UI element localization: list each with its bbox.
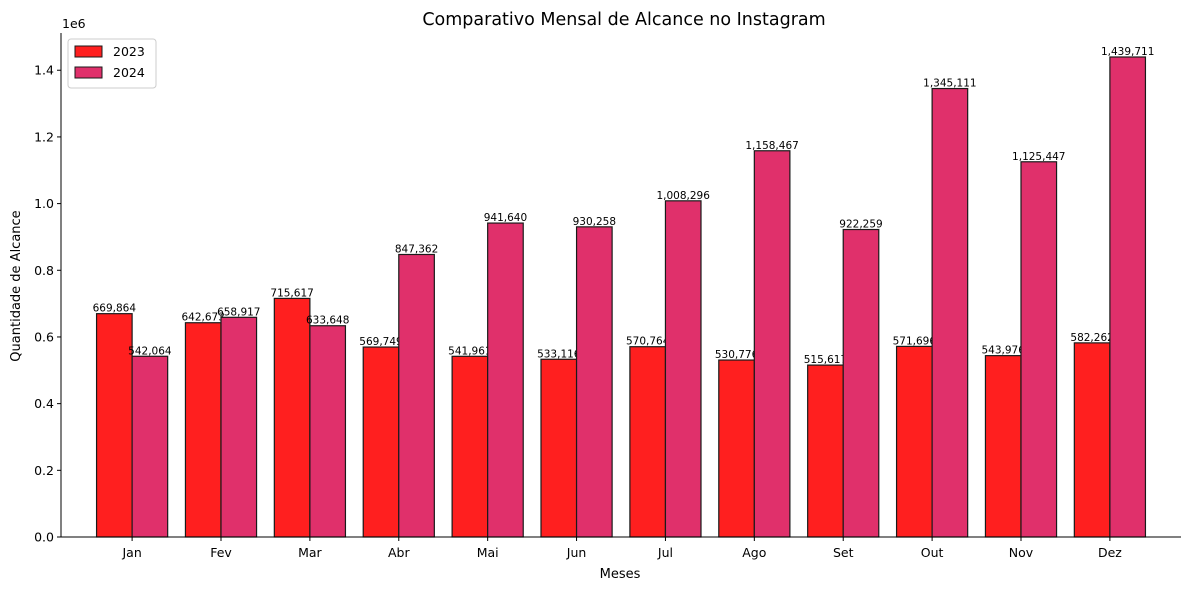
data-label: 1,125,447 <box>1012 151 1065 163</box>
bar <box>1073 342 1111 538</box>
series-2024: 542,064 658,917 633,648 847,362 941,640 930,2… <box>128 46 1154 538</box>
data-label: 1,345,111 <box>923 78 976 90</box>
bar <box>984 355 1022 538</box>
x-tick-label: Abr <box>388 545 410 560</box>
data-label: 642,673 <box>182 312 225 324</box>
bar <box>220 316 258 538</box>
bar <box>451 355 489 538</box>
data-label: 930,258 <box>573 216 616 228</box>
plot-area: 669,864 642,673 715,617 569,749 541,961 533,1… <box>93 46 1154 538</box>
data-label: 922,259 <box>839 219 882 231</box>
x-tick-label: Jun <box>566 545 587 560</box>
x-tick-label: Jul <box>657 545 673 560</box>
x-tick-label: Ago <box>742 545 766 560</box>
bar <box>309 325 347 538</box>
y-tick-label: 1.4 <box>34 63 54 78</box>
bar <box>807 364 844 538</box>
legend: 2023 2024 <box>67 38 157 89</box>
data-label: 543,976 <box>982 345 1026 357</box>
y-offset-label: 1e6 <box>62 16 86 31</box>
bar <box>718 359 755 538</box>
bar <box>1020 161 1058 538</box>
data-label: 847,362 <box>395 243 438 255</box>
data-label: 1,158,467 <box>745 140 798 152</box>
data-label: 541,961 <box>448 345 491 357</box>
legend-label: 2023 <box>113 44 145 59</box>
bar <box>1109 56 1147 538</box>
y-tick-label: 1.2 <box>34 129 54 144</box>
data-label: 1,439,711 <box>1101 46 1154 58</box>
bar <box>131 355 169 538</box>
bar <box>362 346 400 538</box>
chart-title: Comparativo Mensal de Alcance no Instagr… <box>422 10 825 30</box>
bar <box>487 222 524 538</box>
y-tick-label: 0.4 <box>34 396 54 411</box>
legend-label: 2024 <box>113 65 145 80</box>
x-tick-label: Jan <box>121 545 141 560</box>
data-label: 582,262 <box>1070 332 1113 344</box>
data-label: 669,864 <box>93 303 137 315</box>
x-tick-label: Mai <box>477 545 499 560</box>
x-tick-label: Dez <box>1098 545 1122 560</box>
bar <box>540 358 578 538</box>
y-axis-label: Quantidade de Alcance <box>9 210 24 361</box>
x-tick-label: Fev <box>210 545 232 560</box>
bar <box>842 228 880 538</box>
x-tick-label: Nov <box>1009 545 1034 560</box>
data-label: 569,749 <box>359 336 402 348</box>
data-label: 570,764 <box>626 336 670 348</box>
bar <box>95 313 133 538</box>
x-tick-label: Mar <box>298 545 322 560</box>
data-label: 571,696 <box>893 335 937 347</box>
data-label: 530,776 <box>715 349 759 361</box>
axes: 0.0 0.2 0.4 0.6 0.8 1.0 1.2 1.4 Jan Fev Mar Abr Mai J… <box>34 33 1181 560</box>
x-tick-label: Set <box>833 545 854 560</box>
y-tick-label: 0.6 <box>34 329 54 344</box>
bar <box>575 226 613 538</box>
data-label: 658,917 <box>217 306 260 318</box>
data-label: 542,064 <box>128 345 172 357</box>
x-tick-label: Out <box>921 545 944 560</box>
bar <box>895 345 933 538</box>
legend-swatch <box>74 66 103 79</box>
data-label: 633,648 <box>306 315 349 327</box>
data-label: 1,008,296 <box>656 190 710 202</box>
bar <box>273 297 311 538</box>
bar <box>753 150 791 538</box>
bar <box>184 322 222 538</box>
data-label: 715,617 <box>270 287 313 299</box>
y-tick-label: 0.2 <box>34 463 54 478</box>
y-tick-label: 0.0 <box>34 530 54 545</box>
legend-swatch <box>74 45 103 58</box>
bar <box>931 87 969 538</box>
bar <box>629 346 667 538</box>
x-axis-label: Meses <box>600 567 641 582</box>
bar <box>664 200 702 538</box>
data-label: 533,116 <box>537 348 581 360</box>
data-label: 941,640 <box>484 212 527 224</box>
y-tick-label: 1.0 <box>34 196 54 211</box>
data-label: 515,617 <box>804 354 847 366</box>
bar <box>398 253 435 538</box>
y-tick-label: 0.8 <box>34 263 54 278</box>
